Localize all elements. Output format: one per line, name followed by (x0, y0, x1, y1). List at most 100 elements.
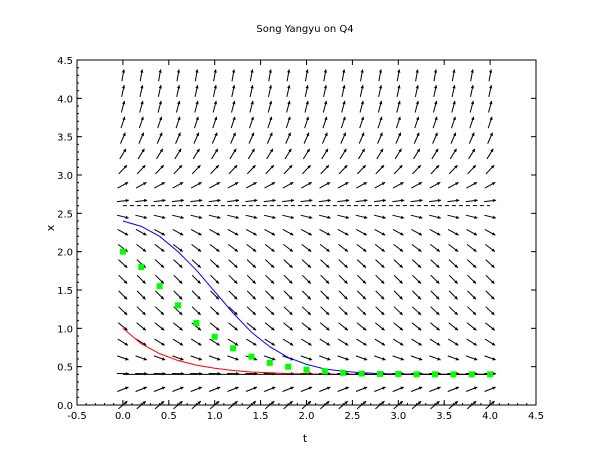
direction-arrow-head (491, 342, 496, 346)
x-tick-label: 3.5 (436, 411, 452, 422)
direction-arrow-head (179, 182, 184, 186)
direction-arrow-head (307, 401, 312, 405)
direction-arrow-head (472, 327, 477, 331)
direction-arrow-head (473, 357, 478, 361)
direction-arrow-head (455, 182, 459, 186)
direction-arrow-head (453, 132, 457, 137)
direction-arrow-head (307, 264, 311, 268)
direction-arrow-head (180, 198, 184, 203)
direction-arrow-head (308, 182, 312, 186)
direction-arrow-head (307, 248, 312, 252)
direction-arrow-head (289, 342, 294, 346)
direction-arrow-head (214, 132, 218, 137)
direction-arrow-head (436, 182, 441, 186)
direction-arrow-head (397, 69, 401, 73)
direction-arrow-head (362, 248, 367, 252)
direction-arrow-head (343, 148, 347, 153)
direction-arrow-head (489, 100, 493, 105)
direction-arrow-head (470, 69, 474, 73)
direction-arrow-head (213, 69, 217, 73)
direction-arrow-head (253, 357, 258, 361)
direction-arrow-head (160, 327, 165, 331)
direction-arrow-head (362, 327, 367, 331)
direction-arrow-head (196, 148, 200, 153)
data-point (340, 369, 347, 376)
direction-arrow-head (470, 100, 475, 105)
y-tick-label: 3.5 (57, 133, 73, 144)
direction-arrow-head (271, 357, 276, 361)
direction-arrow-head (492, 386, 496, 390)
data-point (450, 371, 457, 378)
direction-arrow-head (455, 215, 460, 219)
direction-arrow-head (381, 248, 385, 252)
direction-arrow-head (162, 215, 166, 219)
direction-arrow-head (252, 327, 257, 331)
direction-arrow-head (124, 342, 128, 346)
direction-arrow-head (308, 357, 313, 361)
direction-arrow-head (195, 85, 199, 89)
direction-arrow-head (123, 296, 128, 300)
direction-arrow-head (417, 296, 421, 300)
direction-arrow-head (158, 85, 162, 89)
direction-arrow-head (326, 232, 331, 236)
direction-arrow-head (362, 165, 366, 169)
direction-arrow-head (491, 182, 496, 186)
direction-arrow-head (454, 165, 458, 169)
direction-arrow-head (308, 232, 312, 236)
direction-arrow-head (289, 182, 294, 186)
y-tick-label: 2.0 (57, 248, 73, 259)
direction-arrow-head (307, 311, 311, 315)
direction-arrow-head (398, 148, 402, 153)
direction-arrow-head (252, 296, 256, 300)
direction-arrow-head (214, 148, 218, 153)
direction-arrow-head (364, 198, 368, 203)
direction-arrow-head (121, 69, 126, 73)
direction-arrow-head (178, 280, 183, 284)
direction-arrow-head (326, 386, 331, 390)
direction-arrow-head (235, 386, 239, 390)
direction-arrow-head (123, 311, 128, 315)
x-tick-label: 2.5 (344, 411, 360, 422)
direction-arrow-head (234, 264, 238, 268)
direction-arrow-head (215, 280, 219, 284)
direction-arrow-head (435, 311, 440, 315)
direction-arrow-head (472, 280, 476, 284)
data-point (266, 359, 273, 366)
direction-arrow-head (436, 401, 440, 405)
direction-arrow-head (213, 100, 218, 105)
direction-arrow-head (232, 116, 236, 121)
direction-arrow-head (474, 198, 478, 203)
direction-arrow-head (270, 296, 275, 300)
direction-arrow-head (362, 264, 367, 268)
direction-arrow-head (197, 311, 201, 315)
direction-arrow-head (305, 100, 309, 105)
direction-arrow-head (250, 69, 254, 73)
direction-arrow-head (176, 69, 181, 73)
direction-arrow-head (363, 182, 367, 186)
direction-arrow-head (125, 215, 129, 219)
direction-arrow-head (216, 342, 220, 346)
direction-arrow-head (142, 327, 146, 331)
direction-arrow-head (326, 248, 330, 252)
direction-arrow-head (216, 248, 220, 252)
direction-arrow-head (492, 371, 497, 376)
direction-arrow-head (143, 357, 147, 361)
direction-arrow-head (342, 85, 346, 89)
direction-arrow-head (473, 342, 477, 346)
direction-arrow-head (197, 264, 201, 268)
direction-arrow-head (309, 198, 313, 203)
direction-arrow-head (489, 132, 493, 137)
direction-arrow-head (378, 85, 383, 89)
direction-arrow-head (124, 401, 128, 405)
direction-arrow-head (454, 401, 458, 405)
direction-arrow-head (123, 280, 128, 284)
direction-arrow-head (325, 401, 330, 405)
direction-arrow-head (287, 132, 291, 137)
direction-arrow-head (197, 280, 201, 284)
direction-arrow-head (323, 85, 328, 89)
direction-arrow-head (379, 100, 383, 105)
direction-arrow-head (179, 264, 183, 268)
direction-arrow-head (360, 100, 364, 105)
data-point (303, 366, 310, 373)
